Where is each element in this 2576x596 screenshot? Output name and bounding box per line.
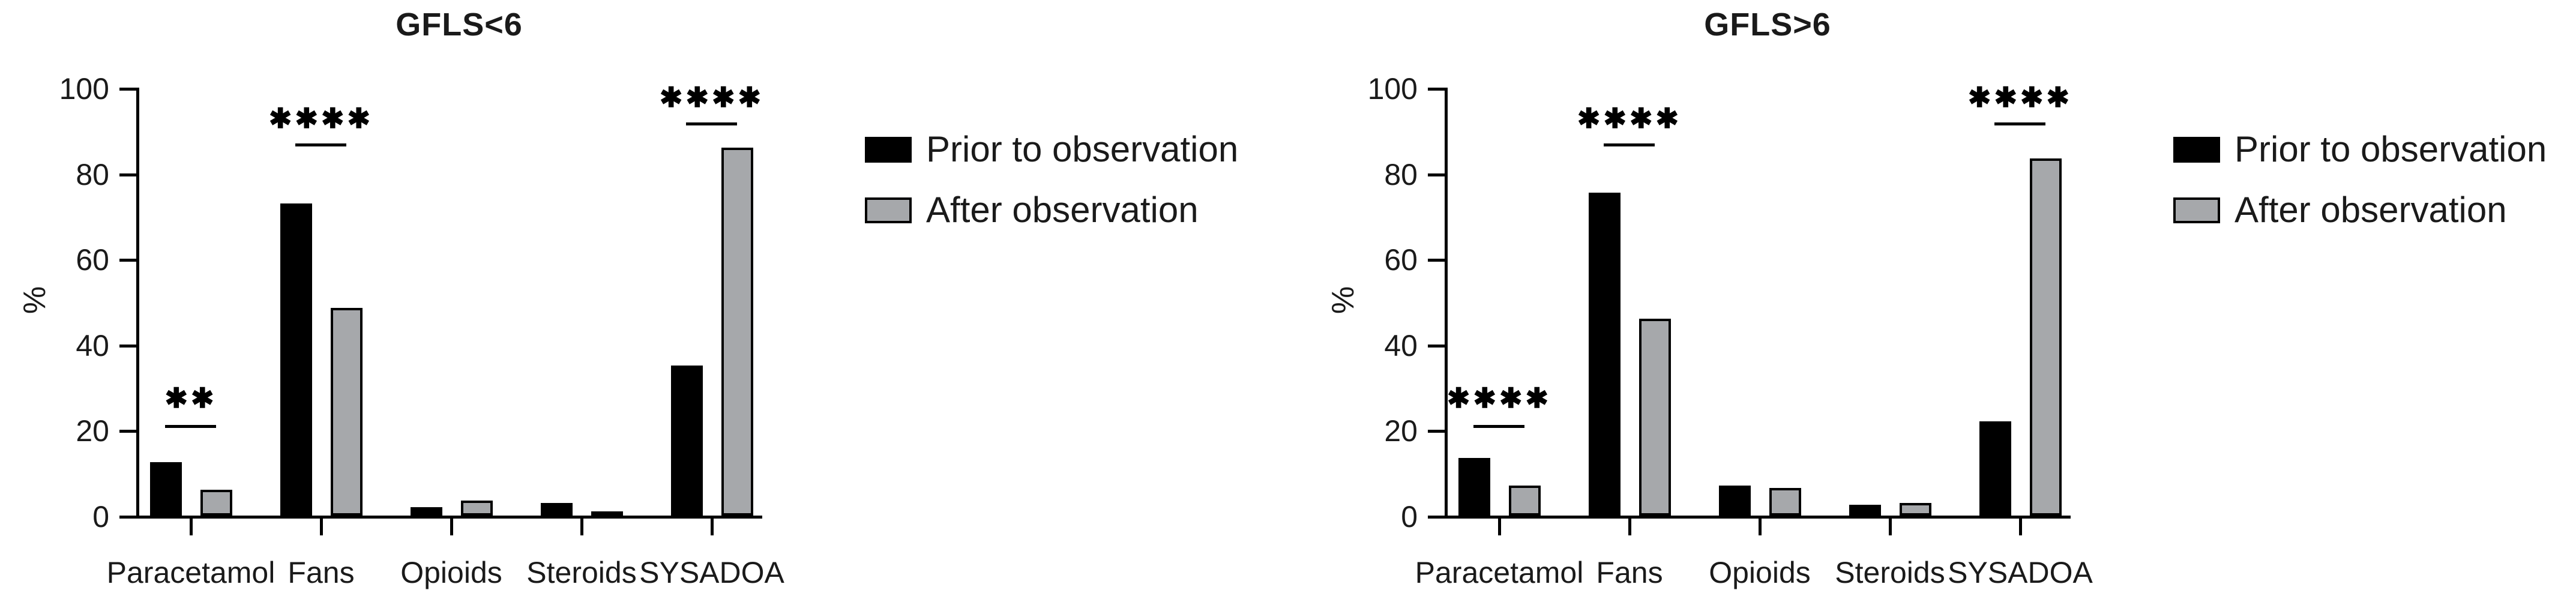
- significance-stars: ✱✱✱✱: [659, 81, 765, 113]
- category-tick: [1628, 519, 1631, 535]
- category-label: Fans: [1596, 556, 1663, 589]
- category-label: Opioids: [1709, 556, 1811, 589]
- y-axis-label: %: [1326, 286, 1361, 315]
- y-tick-label: 20: [76, 414, 109, 448]
- legend-label: Prior to observation: [926, 129, 1239, 169]
- y-tick-label: 60: [1384, 243, 1418, 277]
- bar-prior-opioids: [411, 507, 442, 516]
- y-tick-label: 80: [1384, 157, 1418, 191]
- bar-after-steroids: [1900, 502, 1931, 516]
- bar-prior-sysadoa: [1979, 421, 2011, 516]
- bar-after-fans: [331, 308, 363, 516]
- category-label: Paracetamol: [1415, 556, 1584, 589]
- y-tick: [1428, 430, 1445, 433]
- y-tick: [1428, 88, 1445, 91]
- legend-label: Prior to observation: [2234, 129, 2547, 169]
- y-tick: [119, 344, 136, 348]
- bar-after-sysadoa: [2030, 158, 2062, 516]
- y-tick-label: 100: [59, 72, 109, 106]
- significance-stars: ✱✱✱✱: [1577, 102, 1682, 134]
- y-tick-label: 40: [76, 328, 109, 363]
- category-label: Fans: [287, 556, 355, 589]
- bar-prior-fans: [280, 203, 312, 516]
- bar-prior-paracetamol: [150, 462, 182, 516]
- y-axis-label: %: [17, 286, 52, 315]
- category-tick: [450, 519, 453, 535]
- significance-line: [1604, 143, 1655, 147]
- y-tick-label: 80: [76, 157, 109, 191]
- legend-swatch-prior: [865, 137, 912, 163]
- x-axis-line: [136, 516, 762, 519]
- category-label: Opioids: [400, 556, 502, 589]
- y-tick: [1428, 259, 1445, 262]
- x-axis-line: [1445, 516, 2071, 519]
- significance-stars: ✱✱: [164, 382, 217, 414]
- category-label: SYSADOA: [639, 556, 784, 589]
- category-tick: [711, 519, 714, 535]
- legend-swatch-after: [2173, 197, 2220, 223]
- category-label: Paracetamol: [106, 556, 275, 589]
- y-tick-label: 40: [1384, 328, 1418, 363]
- y-tick-label: 20: [1384, 414, 1418, 448]
- y-tick-label: 0: [92, 500, 109, 534]
- significance-line: [1473, 424, 1524, 428]
- bar-prior-steroids: [541, 502, 573, 516]
- category-tick: [1889, 519, 1892, 535]
- bar-after-paracetamol: [1509, 486, 1541, 516]
- bar-prior-paracetamol: [1458, 457, 1490, 516]
- bar-after-sysadoa: [721, 147, 753, 516]
- y-tick: [119, 88, 136, 91]
- bar-after-fans: [1639, 319, 1671, 516]
- y-tick: [1428, 516, 1445, 519]
- y-tick: [1428, 344, 1445, 348]
- y-tick: [1428, 173, 1445, 176]
- y-axis-line: [136, 88, 139, 519]
- significance-line: [686, 122, 737, 126]
- bar-after-paracetamol: [200, 490, 232, 516]
- significance-line: [165, 424, 216, 428]
- significance-line: [1994, 122, 2045, 126]
- y-tick: [119, 173, 136, 176]
- y-tick: [119, 259, 136, 262]
- category-tick: [320, 519, 323, 535]
- significance-stars: ✱✱✱✱: [268, 102, 374, 134]
- category-label: Steroids: [526, 556, 637, 589]
- significance-line: [295, 143, 346, 147]
- y-tick: [119, 516, 136, 519]
- bar-prior-steroids: [1849, 505, 1881, 516]
- bar-prior-opioids: [1719, 486, 1751, 516]
- y-tick-label: 60: [76, 243, 109, 277]
- bar-prior-fans: [1589, 192, 1621, 516]
- chart-title: GFLS<6: [396, 7, 523, 43]
- y-axis-line: [1445, 88, 1448, 519]
- legend-swatch-prior: [2173, 137, 2220, 163]
- category-tick: [580, 519, 583, 535]
- bar-after-opioids: [461, 501, 493, 516]
- y-tick-label: 0: [1401, 500, 1418, 534]
- significance-stars: ✱✱✱✱: [1967, 81, 2073, 113]
- category-tick: [1759, 519, 1762, 535]
- significance-stars: ✱✱✱✱: [1446, 382, 1552, 414]
- legend-label: After observation: [2234, 190, 2507, 230]
- category-tick: [1498, 519, 1501, 535]
- category-tick: [2019, 519, 2022, 535]
- bar-prior-sysadoa: [671, 366, 703, 516]
- chart-title: GFLS>6: [1704, 7, 1831, 43]
- bar-after-opioids: [1769, 487, 1801, 516]
- category-tick: [190, 519, 193, 535]
- category-label: SYSADOA: [1948, 556, 2093, 589]
- y-tick: [119, 430, 136, 433]
- bar-after-steroids: [591, 511, 623, 516]
- legend-swatch-after: [865, 197, 912, 223]
- category-label: Steroids: [1835, 556, 1945, 589]
- legend-label: After observation: [926, 190, 1199, 230]
- y-tick-label: 100: [1367, 72, 1418, 106]
